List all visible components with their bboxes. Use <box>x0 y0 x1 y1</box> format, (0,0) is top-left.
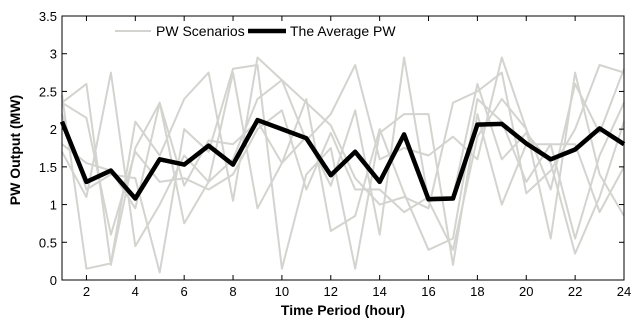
scenario-line-2 <box>61 71 625 266</box>
y-tick-label: 1 <box>50 198 57 213</box>
y-tick-label: 0 <box>50 273 57 288</box>
y-tick-label: 3 <box>50 47 57 62</box>
y-tick-label: 2 <box>50 122 57 137</box>
scenario-line-1 <box>61 56 625 270</box>
x-tick-label: 12 <box>324 284 338 299</box>
y-tick-label: 3.5 <box>39 9 57 24</box>
legend: PW Scenarios The Average PW <box>115 23 396 39</box>
x-tick-label: 10 <box>275 284 289 299</box>
x-tick-label: 22 <box>568 284 582 299</box>
plot-frame <box>61 15 625 281</box>
series-layer <box>59 56 626 274</box>
scenario-line-4 <box>61 64 625 274</box>
x-tick-label: 2 <box>83 284 90 299</box>
x-tick-label: 4 <box>132 284 139 299</box>
x-tick-label: 24 <box>617 284 631 299</box>
x-axis-label: Time Period (hour) <box>281 302 405 318</box>
x-tick-label: 20 <box>519 284 533 299</box>
x-tick-label: 18 <box>470 284 484 299</box>
x-tick-label: 8 <box>229 284 236 299</box>
y-tick-label: 0.5 <box>39 235 57 250</box>
y-axis-label: PW Output (MW) <box>7 95 23 205</box>
y-tick-label: 2.5 <box>39 84 57 99</box>
x-tick-label: 6 <box>181 284 188 299</box>
scenario-line-6 <box>61 56 625 251</box>
y-tick-label: 1.5 <box>39 160 57 175</box>
legend-label-scenarios: PW Scenarios <box>156 23 245 39</box>
x-tick-label: 16 <box>421 284 435 299</box>
average-pw-line <box>59 117 626 202</box>
legend-label-average: The Average PW <box>290 23 396 39</box>
x-tick-label: 14 <box>372 284 386 299</box>
